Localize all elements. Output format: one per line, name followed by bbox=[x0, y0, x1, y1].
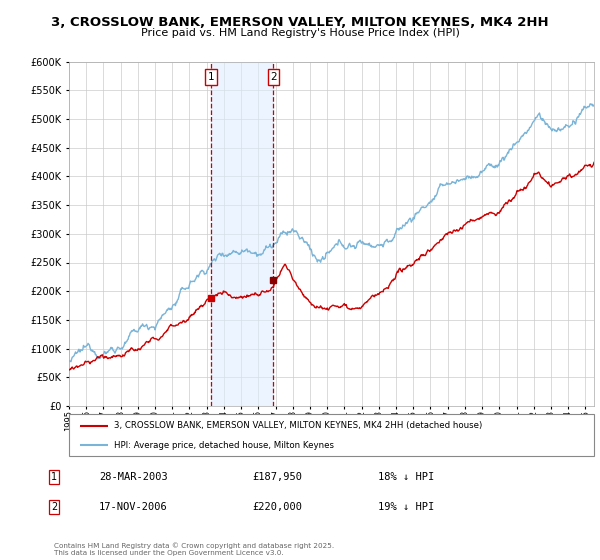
Text: 1: 1 bbox=[51, 472, 57, 482]
Bar bbox=[211, 62, 274, 406]
Text: 28-MAR-2003: 28-MAR-2003 bbox=[99, 472, 168, 482]
Text: £220,000: £220,000 bbox=[252, 502, 302, 512]
Text: 2: 2 bbox=[51, 502, 57, 512]
Text: 2: 2 bbox=[270, 72, 277, 82]
Text: 18% ↓ HPI: 18% ↓ HPI bbox=[378, 472, 434, 482]
Text: HPI: Average price, detached house, Milton Keynes: HPI: Average price, detached house, Milt… bbox=[113, 441, 334, 450]
Text: 19% ↓ HPI: 19% ↓ HPI bbox=[378, 502, 434, 512]
Text: 17-NOV-2006: 17-NOV-2006 bbox=[99, 502, 168, 512]
Text: Contains HM Land Registry data © Crown copyright and database right 2025.
This d: Contains HM Land Registry data © Crown c… bbox=[54, 542, 334, 556]
FancyBboxPatch shape bbox=[69, 414, 594, 456]
Text: 3, CROSSLOW BANK, EMERSON VALLEY, MILTON KEYNES, MK4 2HH (detached house): 3, CROSSLOW BANK, EMERSON VALLEY, MILTON… bbox=[113, 421, 482, 430]
Text: Price paid vs. HM Land Registry's House Price Index (HPI): Price paid vs. HM Land Registry's House … bbox=[140, 28, 460, 38]
Text: £187,950: £187,950 bbox=[252, 472, 302, 482]
Text: 3, CROSSLOW BANK, EMERSON VALLEY, MILTON KEYNES, MK4 2HH: 3, CROSSLOW BANK, EMERSON VALLEY, MILTON… bbox=[51, 16, 549, 29]
Text: 1: 1 bbox=[208, 72, 214, 82]
